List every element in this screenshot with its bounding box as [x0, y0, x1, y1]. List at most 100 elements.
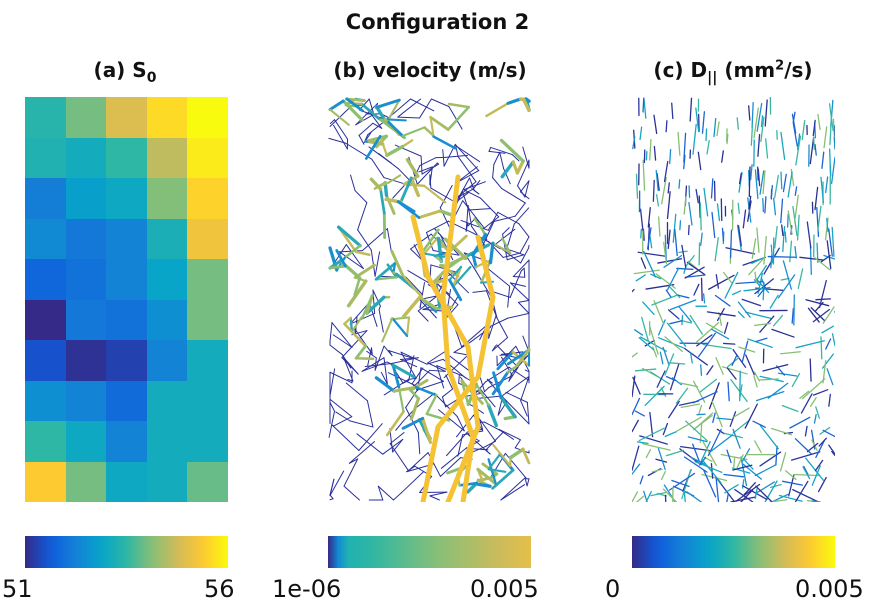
- vessel-trunk-segment: [440, 294, 451, 370]
- vessel-segment: [354, 190, 368, 204]
- heatmap-cell: [106, 299, 147, 340]
- heatmap-cell: [187, 340, 228, 381]
- vessel-segment: [457, 434, 464, 457]
- diffusivity-segment: [753, 375, 758, 388]
- diffusivity-segment: [750, 164, 753, 181]
- vessel-trunk-segment: [445, 364, 476, 440]
- vessel-segment: [506, 365, 518, 374]
- vessel-segment: [407, 270, 431, 284]
- diffusivity-segment: [655, 194, 660, 207]
- diffusivity-segment: [782, 236, 785, 253]
- vessel-segment: [492, 163, 495, 179]
- diffusivity-segment: [743, 482, 756, 496]
- diffusivity-segment: [829, 115, 833, 146]
- diffusivity-segment: [711, 211, 716, 239]
- vessel-segment: [332, 334, 353, 348]
- vessel-segment: [335, 411, 351, 422]
- vessel-segment: [441, 396, 447, 408]
- vessel-segment: [369, 177, 383, 191]
- diffusivity-segment: [822, 429, 835, 438]
- vessel-segment: [496, 350, 515, 371]
- diffusivity-segment: [689, 352, 693, 364]
- vessel-segment: [350, 316, 363, 333]
- diffusivity-segment: [758, 378, 780, 381]
- vessel-segment: [357, 202, 368, 231]
- heatmap-cell: [146, 340, 188, 381]
- diffusivity-segment: [632, 288, 635, 293]
- vessel-segment: [511, 154, 520, 162]
- vessel-segment: [391, 363, 416, 379]
- vessel-segment: [484, 386, 490, 393]
- diffusivity-segment: [814, 459, 824, 472]
- vessel-segment: [390, 249, 405, 277]
- vessel-segment: [329, 494, 334, 500]
- vessel-segment: [365, 134, 382, 160]
- vessel-segment: [335, 249, 347, 268]
- diffusivity-segment: [731, 355, 738, 367]
- vessel-segment: [349, 301, 370, 325]
- diffusivity-segment: [665, 375, 677, 382]
- diffusivity-segment: [666, 322, 687, 347]
- vessel-segment: [329, 119, 335, 124]
- diffusivity-segment: [683, 490, 686, 502]
- diffusivity-segment: [777, 274, 796, 299]
- vessel-segment: [514, 348, 531, 368]
- heatmap-cell: [25, 299, 66, 340]
- vessel-segment: [524, 477, 528, 487]
- diffusivity-segment: [649, 371, 671, 385]
- vessel-segment: [328, 137, 347, 144]
- panel-b-title: (b) velocity (m/s): [300, 58, 560, 82]
- diffusivity-segment: [677, 131, 681, 156]
- heatmap-cell: [65, 137, 107, 178]
- diffusivity-segment: [665, 449, 684, 457]
- vessel-segment: [354, 327, 373, 355]
- vessel-segment: [500, 477, 526, 501]
- diffusivity-segment: [729, 229, 733, 259]
- heatmap-cell: [25, 259, 66, 300]
- vessel-segment: [485, 431, 504, 451]
- vessel-segment: [391, 357, 419, 364]
- diffusivity-segment: [632, 136, 636, 150]
- vessel-segment: [524, 369, 530, 373]
- vessel-segment: [365, 295, 386, 315]
- vessel-segment: [355, 102, 379, 126]
- vessel-segment: [427, 362, 446, 372]
- diffusivity-segment: [674, 228, 678, 257]
- vessel-segment: [400, 351, 417, 379]
- diffusivity-segment: [685, 254, 695, 266]
- diffusivity-segment: [686, 261, 705, 275]
- vessel-segment: [380, 371, 388, 385]
- diffusivity-segment: [801, 119, 806, 141]
- vessel-segment: [478, 418, 496, 442]
- diffusivity-segment: [657, 447, 666, 471]
- diffusivity-segment: [716, 417, 732, 421]
- diffusivity-segment: [831, 333, 835, 347]
- diffusivity-segment: [753, 107, 759, 139]
- diffusivity-segment: [833, 136, 835, 150]
- vessel-segment: [514, 439, 521, 449]
- diffusivity-segment: [639, 435, 668, 445]
- vessel-segment: [429, 115, 450, 131]
- vessel-segment: [329, 470, 345, 497]
- diffusivity-segment: [752, 420, 766, 428]
- diffusivity-segment: [723, 432, 743, 439]
- heatmap-cell: [65, 421, 107, 462]
- panel-c-title-sup: 2: [775, 58, 785, 74]
- vessel-trunk-segment: [440, 174, 461, 300]
- diffusivity-panel: [632, 97, 835, 502]
- vessel-segment: [420, 228, 440, 255]
- diffusivity-segment: [718, 312, 723, 326]
- vessel-segment: [383, 357, 388, 385]
- diffusivity-segment: [732, 419, 751, 434]
- vessel-segment: [349, 420, 374, 428]
- vessel-segment: [399, 176, 413, 204]
- vessel-segment: [455, 145, 481, 163]
- diffusivity-segment: [665, 289, 672, 298]
- diffusivity-segment: [642, 159, 646, 191]
- vessel-segment: [338, 251, 364, 270]
- vessel-trunk-segment: [460, 434, 476, 502]
- diffusivity-segment: [737, 311, 745, 319]
- vessel-segment: [358, 134, 365, 145]
- diffusivity-segment: [755, 337, 768, 343]
- panel-c-title-text2: (mm: [717, 58, 776, 82]
